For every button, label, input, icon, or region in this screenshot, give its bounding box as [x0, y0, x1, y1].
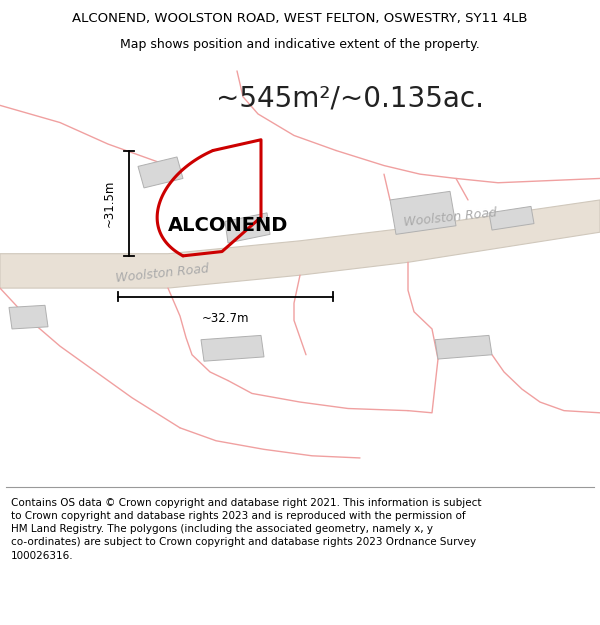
Text: Map shows position and indicative extent of the property.: Map shows position and indicative extent… [120, 38, 480, 51]
Text: ~545m²/~0.135ac.: ~545m²/~0.135ac. [216, 85, 484, 113]
Text: ALCONEND, WOOLSTON ROAD, WEST FELTON, OSWESTRY, SY11 4LB: ALCONEND, WOOLSTON ROAD, WEST FELTON, OS… [72, 12, 528, 25]
Text: ALCONEND: ALCONEND [168, 216, 288, 235]
Polygon shape [489, 206, 534, 230]
Polygon shape [9, 305, 48, 329]
Text: Contains OS data © Crown copyright and database right 2021. This information is : Contains OS data © Crown copyright and d… [11, 498, 481, 561]
Polygon shape [390, 191, 456, 234]
Polygon shape [138, 157, 183, 188]
Text: Woolston Road: Woolston Road [403, 207, 497, 229]
Text: Woolston Road: Woolston Road [115, 262, 209, 285]
Polygon shape [201, 336, 264, 361]
Polygon shape [225, 213, 270, 243]
Text: ~31.5m: ~31.5m [103, 179, 116, 227]
Polygon shape [435, 336, 492, 359]
Polygon shape [0, 200, 600, 288]
Text: ~32.7m: ~32.7m [202, 312, 250, 325]
